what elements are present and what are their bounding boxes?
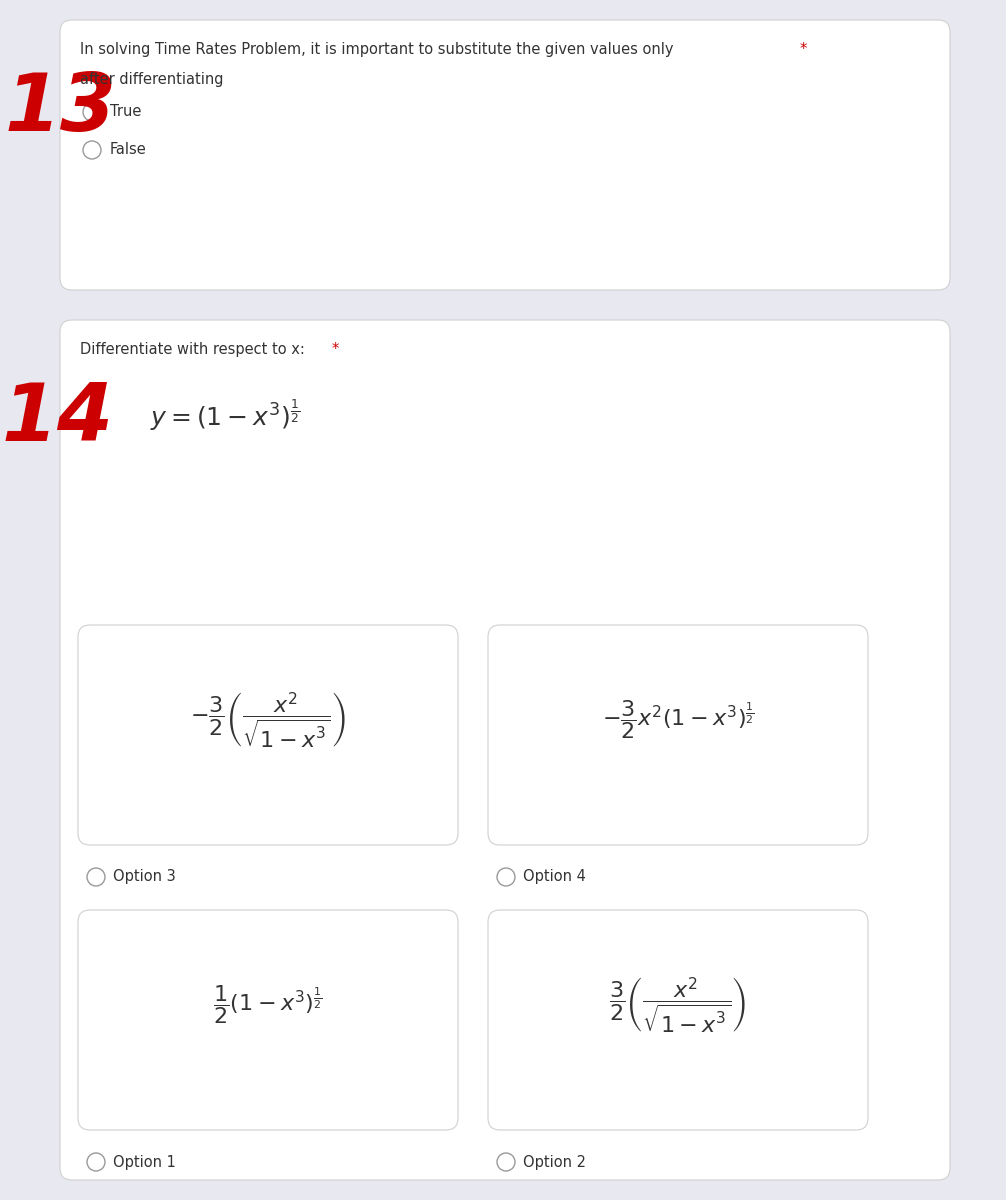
Text: True: True [110, 104, 142, 120]
Text: $\dfrac{3}{2}\left(\dfrac{x^2}{\sqrt{1-x^3}}\right)$: $\dfrac{3}{2}\left(\dfrac{x^2}{\sqrt{1-x… [610, 976, 746, 1034]
FancyBboxPatch shape [60, 20, 950, 290]
Text: Option 2: Option 2 [523, 1154, 586, 1170]
Text: after differentiating: after differentiating [80, 72, 223, 86]
Text: *: * [800, 42, 808, 56]
Text: $-\dfrac{3}{2}\left(\dfrac{x^2}{\sqrt{1-x^3}}\right)$: $-\dfrac{3}{2}\left(\dfrac{x^2}{\sqrt{1-… [190, 690, 346, 750]
Text: $y = (1 - x^3)^{\frac{1}{2}}$: $y = (1 - x^3)^{\frac{1}{2}}$ [150, 397, 300, 433]
Text: $\dfrac{1}{2}(1 - x^3)^{\frac{1}{2}}$: $\dfrac{1}{2}(1 - x^3)^{\frac{1}{2}}$ [213, 984, 323, 1026]
Text: $-\dfrac{3}{2}x^2(1 - x^3)^{\frac{1}{2}}$: $-\dfrac{3}{2}x^2(1 - x^3)^{\frac{1}{2}}… [602, 698, 754, 742]
Text: Option 3: Option 3 [113, 870, 176, 884]
Text: Option 1: Option 1 [113, 1154, 176, 1170]
FancyBboxPatch shape [78, 910, 458, 1130]
FancyBboxPatch shape [78, 625, 458, 845]
Text: 14: 14 [2, 380, 114, 458]
Text: *: * [332, 342, 339, 358]
FancyBboxPatch shape [488, 910, 868, 1130]
Text: Differentiate with respect to x:: Differentiate with respect to x: [80, 342, 310, 358]
Text: False: False [110, 143, 147, 157]
Text: Option 4: Option 4 [523, 870, 585, 884]
FancyBboxPatch shape [60, 320, 950, 1180]
FancyBboxPatch shape [488, 625, 868, 845]
Text: 13: 13 [5, 70, 117, 148]
Text: In solving Time Rates Problem, it is important to substitute the given values on: In solving Time Rates Problem, it is imp… [80, 42, 678, 56]
